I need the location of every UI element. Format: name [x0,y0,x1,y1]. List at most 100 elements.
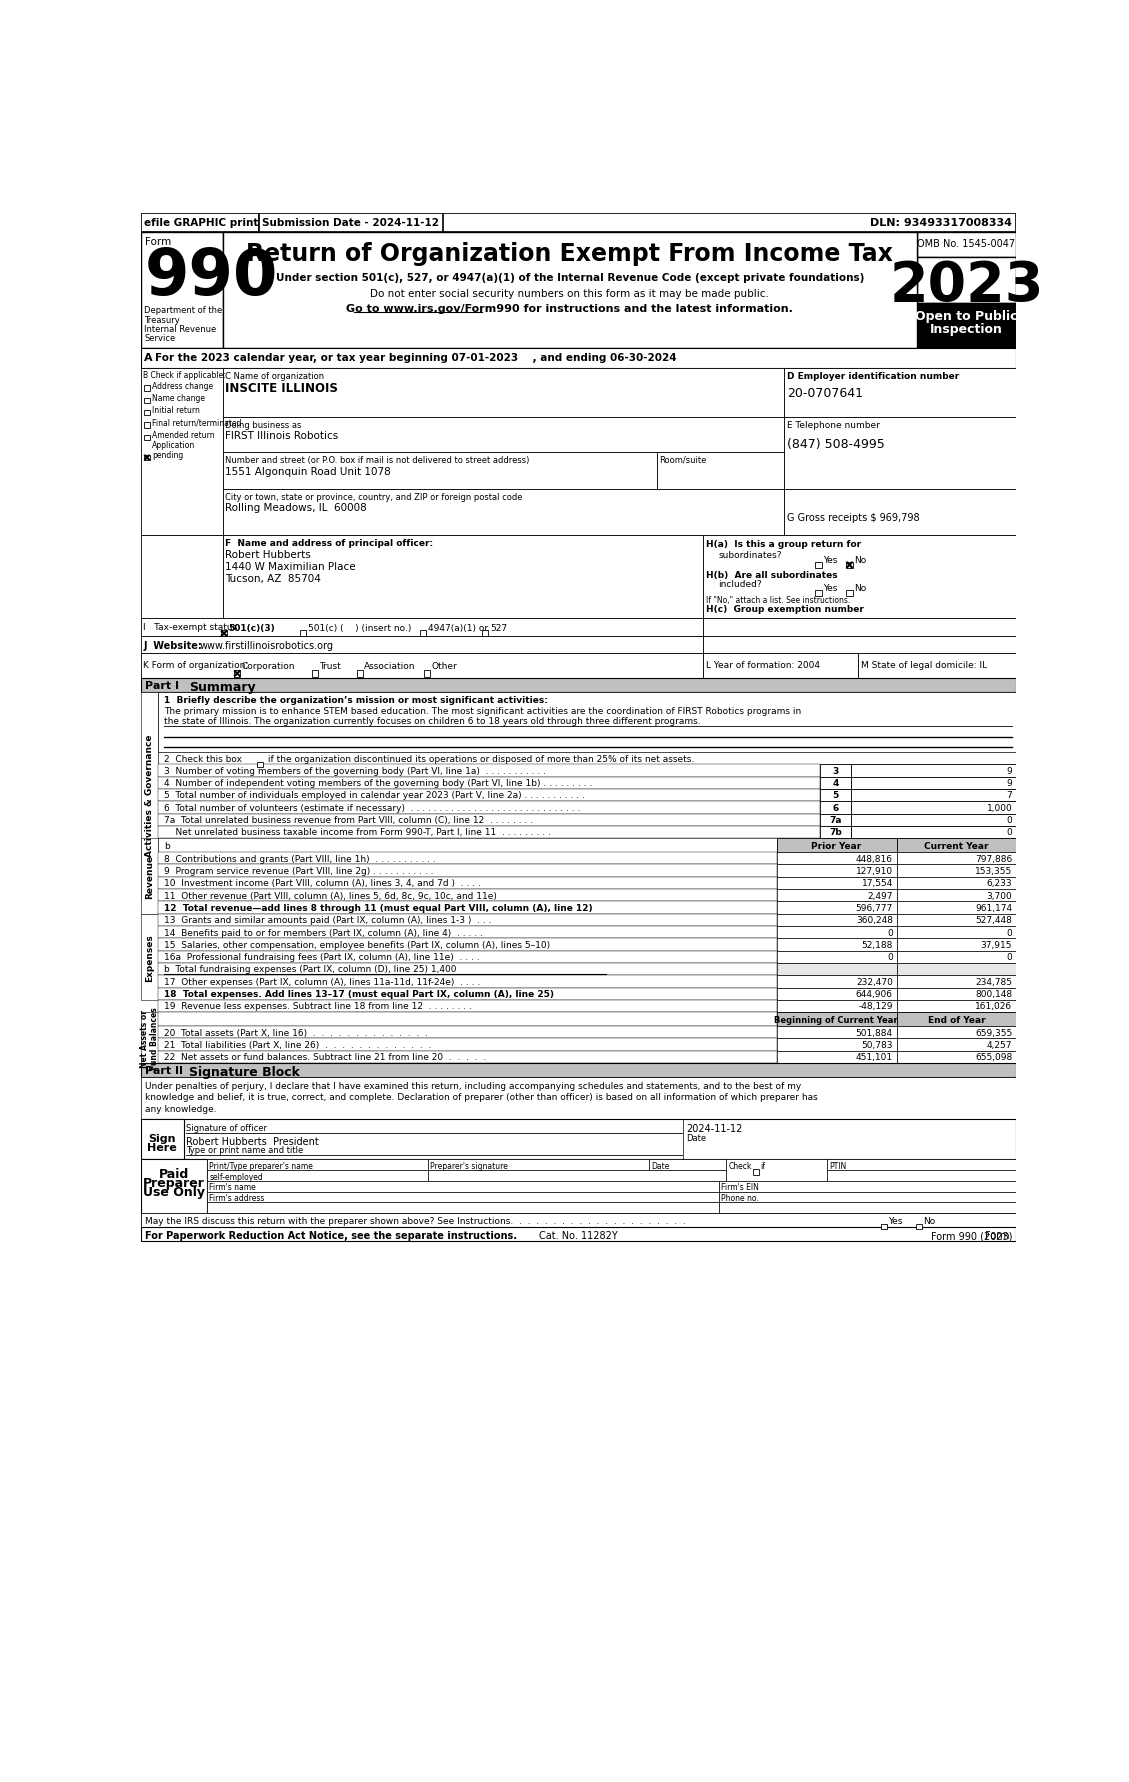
Text: Application: Application [152,440,195,449]
Bar [222,369,785,417]
Bar [896,1026,1016,1039]
Text: 501,884: 501,884 [856,1028,893,1037]
Bar [158,814,820,827]
Text: End of Year: End of Year [928,1016,986,1025]
Text: 501(c)(3): 501(c)(3) [229,624,275,633]
Text: Rolling Meadows, IL  60008: Rolling Meadows, IL 60008 [225,503,367,513]
Bar [158,802,820,814]
Bar [777,852,896,864]
Text: 4  Number of independent voting members of the governing body (Part VI, line 1b): 4 Number of independent voting members o… [165,779,593,788]
Text: Service: Service [145,333,175,342]
Text: Internal Revenue: Internal Revenue [145,324,217,333]
Text: 19  Revenue less expenses. Subtract line 18 from line 12  . . . . . . . .: 19 Revenue less expenses. Subtract line … [165,1001,472,1010]
Text: 17,554: 17,554 [861,879,893,887]
Text: Room/suite: Room/suite [659,456,707,465]
Text: Initial return: Initial return [152,406,200,415]
Text: OMB No. 1545-0047: OMB No. 1545-0047 [918,239,1016,249]
Bar [425,672,430,677]
Bar [777,939,896,952]
Text: Form: Form [145,237,172,248]
Bar [158,902,777,914]
Bar [777,914,896,927]
Bar [207,1160,428,1171]
Bar [896,1051,1016,1064]
Text: 0: 0 [1006,928,1013,937]
Text: Submission Date - 2024-11-12: Submission Date - 2024-11-12 [262,217,439,228]
Bar [777,889,896,902]
Bar [777,1026,896,1039]
Bar [656,453,785,490]
Text: Firm's EIN: Firm's EIN [720,1183,759,1192]
Text: K Form of organization:: K Form of organization: [143,659,248,670]
Text: self-employed: self-employed [209,1173,263,1181]
Text: Department of the: Department of the [145,307,222,315]
Text: 5  Total number of individuals employed in calendar year 2023 (Part V, line 2a) : 5 Total number of individuals employed i… [165,791,585,800]
Bar [222,417,785,453]
Bar [917,305,1016,349]
Text: J  Website:: J Website: [143,642,202,650]
Text: Under penalties of perjury, I declare that I have examined this return, includin: Under penalties of perjury, I declare th… [145,1082,802,1091]
Text: pending: pending [152,451,183,460]
Bar [158,952,777,964]
Text: Signature of officer: Signature of officer [186,1123,268,1133]
Text: Form: Form [984,1230,1013,1240]
Bar [141,536,222,618]
Text: No: No [855,584,866,593]
Bar [158,939,777,952]
Text: 501(c) (    ) (insert no.): 501(c) ( ) (insert no.) [308,624,411,633]
Bar [222,233,917,349]
Bar [896,939,1016,952]
Text: Yes: Yes [823,556,838,565]
Text: M State of legal domicile: IL: M State of legal domicile: IL [861,659,987,670]
Text: Part II: Part II [145,1066,183,1076]
Text: 9  Program service revenue (Part VIII, line 2g) . . . . . . . . . . .: 9 Program service revenue (Part VIII, li… [165,866,434,875]
Bar [158,964,777,977]
Text: Form 990 (2023): Form 990 (2023) [930,1230,1013,1240]
Text: 6,233: 6,233 [987,879,1013,887]
Bar [158,977,777,987]
Bar [718,1181,1016,1192]
Text: INSCITE ILLINOIS: INSCITE ILLINOIS [225,381,338,394]
Bar [896,1012,1016,1026]
Text: FIRST Illinois Robotics: FIRST Illinois Robotics [225,431,338,440]
Text: H(b)  Are all subordinates: H(b) Are all subordinates [706,570,838,579]
Text: -48,129: -48,129 [858,1001,893,1010]
Text: (847) 508-4995: (847) 508-4995 [787,438,885,451]
Text: 451,101: 451,101 [856,1053,893,1062]
Bar [703,536,1016,618]
Bar [777,1000,896,1012]
Bar [482,631,489,638]
Bar [145,456,150,462]
Text: Cat. No. 11282Y: Cat. No. 11282Y [539,1230,618,1240]
Text: Preparer: Preparer [142,1176,204,1190]
Text: Corporation: Corporation [242,661,296,670]
Bar [896,964,1016,977]
Text: 14  Benefits paid to or for members (Part IX, column (A), line 4)  . . . . .: 14 Benefits paid to or for members (Part… [165,928,483,937]
Text: 7a: 7a [830,816,842,825]
Bar [141,914,158,1000]
Text: 20  Total assets (Part X, line 16)  .  .  .  .  .  .  .  .  .  .  .  .  .  .: 20 Total assets (Part X, line 16) . . . … [165,1028,428,1037]
Bar [222,490,785,536]
Bar [141,233,222,349]
Bar [357,672,362,677]
Bar [777,1051,896,1064]
Text: 7: 7 [1006,791,1013,800]
Bar [777,987,896,1000]
Bar [158,1000,777,1012]
Text: 10  Investment income (Part VIII, column (A), lines 3, 4, and 7d )  . . . .: 10 Investment income (Part VIII, column … [165,879,481,887]
Bar [851,764,1016,777]
Bar [847,592,852,597]
Bar [259,214,444,233]
Text: PTIN: PTIN [830,1162,847,1171]
Bar [141,618,703,638]
Bar [158,1026,777,1039]
Text: Final return/terminated: Final return/terminated [152,419,242,428]
Bar [141,1119,184,1160]
Text: B Check if applicable:: B Check if applicable: [143,371,226,380]
Bar [820,827,851,839]
Bar [851,827,1016,839]
Text: 12  Total revenue—add lines 8 through 11 (must equal Part VIII, column (A), line: 12 Total revenue—add lines 8 through 11 … [165,903,593,912]
Text: For the 2023 calendar year, or tax year beginning 07-01-2023    , and ending 06-: For the 2023 calendar year, or tax year … [155,353,676,362]
Bar [703,638,1016,654]
Text: 4: 4 [832,779,839,788]
